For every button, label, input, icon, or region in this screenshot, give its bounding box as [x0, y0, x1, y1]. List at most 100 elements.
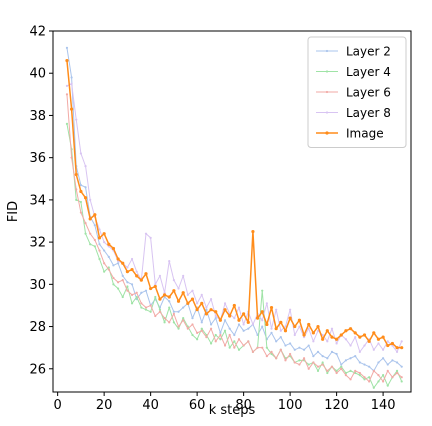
- data-point: [191, 323, 194, 326]
- data-point: [196, 338, 199, 341]
- data-point: [84, 165, 87, 168]
- data-point: [326, 369, 329, 372]
- series-layer-4: [65, 122, 403, 389]
- data-point: [103, 249, 106, 252]
- data-point: [158, 310, 162, 313]
- data-point: [162, 293, 167, 297]
- data-point: [386, 369, 389, 372]
- data-point: [340, 367, 343, 370]
- x-tick-label: 140: [371, 398, 396, 413]
- data-point: [261, 346, 264, 349]
- data-point: [283, 329, 288, 333]
- data-point: [354, 369, 357, 372]
- data-point: [330, 327, 334, 330]
- data-point: [196, 302, 199, 305]
- data-point: [228, 314, 232, 318]
- data-point: [349, 378, 352, 381]
- data-point: [298, 363, 301, 366]
- data-point: [177, 310, 180, 313]
- x-tick-label: 120: [324, 398, 349, 413]
- data-point: [93, 213, 97, 217]
- data-point: [191, 317, 194, 320]
- data-point: [223, 319, 227, 322]
- data-point: [242, 312, 246, 316]
- data-point: [97, 236, 102, 240]
- legend-marker: [325, 131, 329, 135]
- data-point: [293, 348, 296, 351]
- data-point: [289, 342, 292, 345]
- data-point: [386, 340, 389, 343]
- data-point: [233, 340, 236, 343]
- data-point: [214, 314, 217, 318]
- data-point: [302, 333, 306, 337]
- data-point: [116, 281, 120, 284]
- data-point: [386, 363, 389, 366]
- data-point: [79, 184, 82, 187]
- data-point: [168, 306, 171, 309]
- data-point: [195, 308, 199, 312]
- data-point: [149, 304, 152, 307]
- data-point: [395, 350, 399, 353]
- data-point: [79, 200, 82, 204]
- data-point: [112, 276, 115, 280]
- data-point: [312, 340, 315, 343]
- data-point: [186, 327, 189, 330]
- data-point: [358, 374, 361, 377]
- data-point: [344, 338, 348, 341]
- data-point: [284, 344, 287, 347]
- data-point: [377, 361, 380, 364]
- data-point: [205, 336, 208, 339]
- x-tick-label: 20: [96, 398, 113, 413]
- data-point: [107, 245, 110, 248]
- data-point: [126, 266, 129, 269]
- data-point: [214, 310, 218, 314]
- data-point: [228, 346, 231, 349]
- data-point: [386, 384, 389, 387]
- data-point: [149, 310, 152, 313]
- data-point: [386, 343, 390, 348]
- data-point: [177, 287, 180, 290]
- data-point: [182, 317, 185, 320]
- data-point: [223, 344, 227, 347]
- data-point: [126, 281, 129, 284]
- data-point: [247, 327, 250, 330]
- data-point: [233, 317, 236, 320]
- data-point: [372, 331, 376, 335]
- data-point: [255, 316, 260, 320]
- data-point: [261, 319, 264, 322]
- data-point: [395, 369, 399, 372]
- data-point: [98, 228, 101, 231]
- data-point: [93, 224, 96, 227]
- data-point: [251, 229, 255, 234]
- data-point: [298, 359, 301, 362]
- x-tick-label: 80: [235, 398, 252, 413]
- data-point: [200, 321, 203, 324]
- data-point: [88, 217, 92, 221]
- data-point: [209, 308, 213, 312]
- data-point: [144, 272, 148, 276]
- legend-label: Layer 4: [346, 65, 391, 79]
- y-tick-label: 30: [29, 278, 46, 293]
- legend-marker: [325, 70, 329, 73]
- data-point: [307, 367, 310, 370]
- legend-box: [307, 36, 407, 148]
- data-point: [325, 329, 329, 333]
- data-point: [265, 322, 269, 327]
- data-point: [270, 350, 273, 353]
- data-point: [107, 268, 110, 271]
- data-point: [307, 322, 311, 327]
- data-point: [368, 365, 371, 368]
- data-point: [316, 369, 320, 372]
- data-point: [172, 312, 175, 315]
- data-point: [214, 317, 217, 320]
- data-point: [381, 335, 385, 339]
- data-point: [279, 348, 282, 351]
- data-point: [293, 333, 296, 337]
- data-point: [377, 380, 380, 383]
- data-point: [126, 285, 129, 288]
- data-point: [168, 260, 171, 263]
- data-point: [65, 46, 69, 49]
- data-point: [130, 267, 134, 272]
- data-point: [321, 363, 324, 366]
- data-point: [372, 348, 375, 351]
